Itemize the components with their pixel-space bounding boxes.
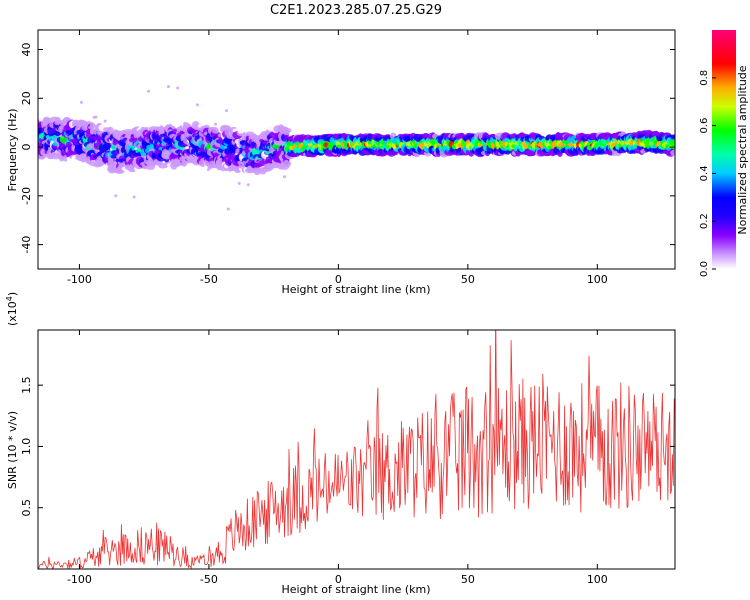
heatmap-cell [250,133,257,139]
bottom-x-tick-label: 50 [461,573,475,586]
heatmap-cell [143,121,147,125]
heatmap-cell [147,89,151,93]
heatmap-cell [237,128,245,134]
heatmap-cell [282,128,290,136]
bottom-x-tick-label: 0 [335,573,342,586]
colorbar-ticks: 0.0 0.2 0.4 0.6 0.8 [699,70,716,277]
bottom-x-axis-label: Height of straight line (km) [281,583,430,596]
heatmap-cell [105,205,109,209]
colorbar-tick-label: 0.0 [699,261,710,277]
bottom-y-axis-label: SNR (10 * v/v) [6,411,19,489]
bottom-y-tick-label: 1.5 [20,376,33,394]
heatmap-cell [243,99,247,103]
heatmap-cell [275,189,279,193]
chart-title: C2E1.2023.285.07.25.G29 [270,3,442,18]
heatmap-cell [283,175,286,179]
heatmap-cell [148,121,152,125]
heatmap-cell [154,166,158,170]
colorbar-tick-label: 0.8 [699,70,710,86]
bottom-panel: -100 -50 0 50 100 0.5 1.0 1.5 Height of straigh… [5,292,676,596]
colorbar-tick-label: 0.2 [699,213,710,229]
heatmap-cell [167,85,170,89]
top-x-tick-label: -50 [200,273,218,286]
top-x-tick-label: 50 [461,273,475,286]
top-x-tick-label: 100 [587,273,608,286]
top-plot-frame [37,29,676,270]
top-panel: -100 -50 0 50 100 40 20 0 -20 -40 Height of strai… [6,29,676,296]
heatmap-cell [114,194,118,198]
colorbar-gradient [712,30,736,269]
heatmap-layer [38,85,675,211]
colorbar-label: Normalized spectral amplitude [736,65,749,234]
bottom-axis-ticks: -100 -50 0 50 100 0.5 1.0 1.5 [20,330,675,586]
top-y-tick-label: -40 [20,236,33,254]
bottom-x-tick-label: -100 [67,573,92,586]
top-x-axis-label: Height of straight line (km) [281,283,430,296]
heatmap-cell [214,122,218,126]
heatmap-cell [96,101,100,105]
heatmap-cell [132,195,136,199]
heatmap-cell [217,91,221,95]
top-x-tick-label: 0 [335,273,342,286]
top-x-tick-label: -100 [67,273,92,286]
heatmap-cell [669,139,675,147]
heatmap-cell [283,159,290,167]
heatmap-cell [199,176,203,180]
heatmap-cell [98,161,105,167]
heatmap-cell [40,98,44,102]
heatmap-cell [119,188,123,192]
bottom-x-tick-label: -50 [200,573,218,586]
heatmap-cell [80,100,83,104]
snr-series-line [38,330,675,569]
heatmap-cell [239,133,243,137]
heatmap-cell [103,119,107,123]
heatmap-cell [253,166,262,175]
heatmap-cell [168,123,172,127]
heatmap-cell [226,207,230,211]
y-multiplier-label: (x104) [5,292,19,326]
heatmap-cell [246,183,250,187]
heatmap-cell [94,115,98,119]
bottom-y-tick-label: 0.5 [20,499,33,517]
top-y-tick-label: 0 [20,144,33,151]
heatmap-cell [211,128,220,134]
top-y-axis-label: Frequency (Hz) [6,109,19,192]
top-axis-ticks: -100 -50 0 50 100 40 20 0 -20 -40 [20,30,675,286]
heatmap-cell [174,159,181,167]
heatmap-cell [196,103,199,107]
top-y-tick-label: 40 [20,43,33,57]
heatmap-cell [76,179,80,183]
heatmap-cell [176,86,180,90]
heatmap-cell [266,104,270,108]
bottom-plot-frame [37,329,676,570]
colorbar: 0.0 0.2 0.4 0.6 0.8 Normalized spectral ampl… [699,30,749,277]
bottom-y-tick-label: 1.0 [20,438,33,456]
heatmap-cell [181,93,185,97]
bottom-x-tick-label: 100 [587,573,608,586]
heatmap-cell [237,181,241,185]
heatmap-cell [225,109,228,113]
top-y-tick-label: 20 [20,91,33,105]
colorbar-tick-label: 0.4 [699,165,710,181]
heatmap-cell [670,149,675,157]
top-y-tick-label: -20 [20,187,33,205]
colorbar-tick-label: 0.6 [699,118,710,134]
